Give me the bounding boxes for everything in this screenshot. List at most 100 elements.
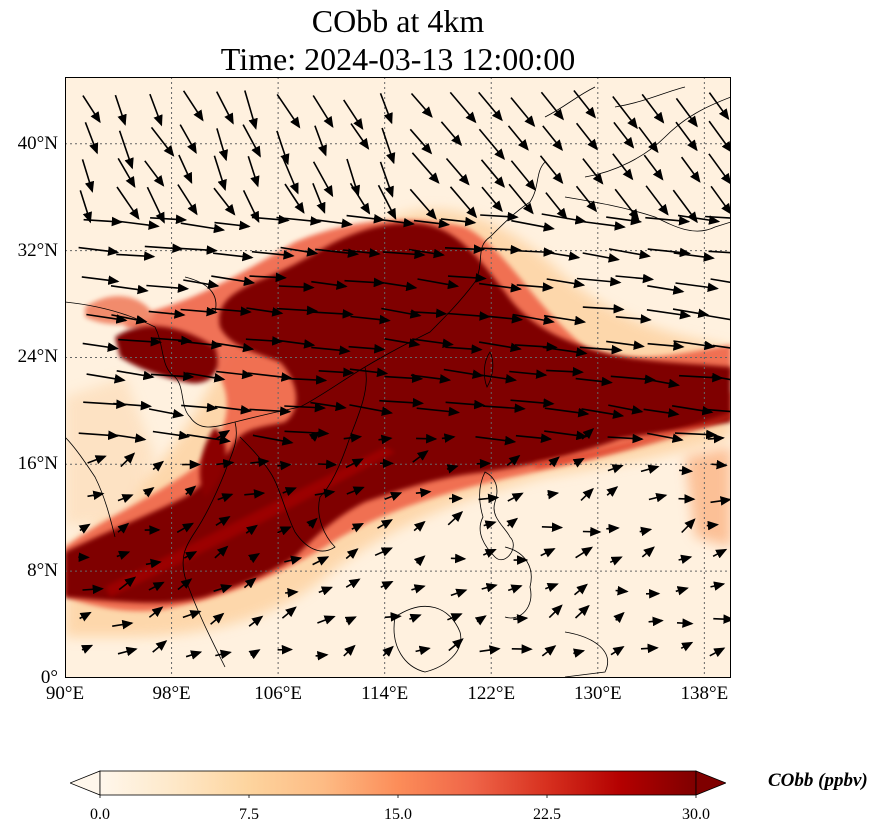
wind-vector	[678, 494, 696, 504]
wind-vector	[118, 576, 137, 591]
wind-vector	[244, 489, 266, 499]
lon-tick-label: 114°E	[361, 683, 409, 704]
wind-vector	[248, 615, 264, 627]
wind-vector	[481, 313, 524, 324]
wind-vector	[640, 464, 660, 474]
wind-vector	[384, 338, 421, 348]
wind-vector	[282, 487, 297, 497]
wind-vector	[379, 161, 394, 198]
wind-vector	[449, 186, 478, 219]
wind-vector	[380, 580, 394, 591]
wind-vector	[447, 613, 463, 623]
wind-vector	[573, 583, 588, 596]
wind-vector	[410, 374, 452, 384]
wind-vector	[648, 616, 664, 627]
wind-vector	[116, 550, 131, 560]
wind-vector	[412, 338, 454, 348]
wind-vector	[706, 408, 731, 413]
wind-vector	[177, 578, 193, 591]
wind-vector	[242, 190, 260, 223]
wind-vector	[215, 342, 255, 353]
wind-vector	[210, 612, 225, 625]
wind-vector	[349, 182, 371, 215]
wind-vector	[671, 405, 714, 416]
wind-vector	[575, 122, 598, 151]
wind-vector	[318, 459, 338, 470]
wind-vector	[177, 184, 198, 216]
wind-vector	[211, 275, 256, 287]
wind-vector	[411, 152, 440, 184]
wind-vector	[673, 340, 716, 351]
wind-vector	[344, 616, 357, 626]
wind-vector	[708, 92, 730, 121]
wind-vector	[82, 584, 104, 595]
wind-vector	[78, 246, 120, 256]
wind-vector	[375, 280, 418, 292]
wind-vector	[116, 251, 156, 261]
wind-vector	[144, 243, 184, 254]
wind-vector	[514, 342, 558, 352]
wind-vector	[482, 548, 497, 558]
wind-vector	[643, 378, 680, 389]
wind-vector	[573, 648, 586, 658]
wind-vector	[445, 344, 483, 354]
wind-vector	[343, 248, 381, 258]
wind-vector	[542, 346, 588, 357]
wind-vector	[480, 159, 506, 188]
wind-vector	[572, 457, 585, 468]
wind-vector	[384, 612, 402, 622]
wind-vector	[647, 341, 685, 351]
wind-vector	[150, 126, 175, 157]
wind-vector	[647, 247, 691, 258]
wind-vector	[148, 408, 185, 419]
wind-vector	[547, 489, 560, 500]
wind-vector	[350, 314, 391, 325]
wind-vector	[182, 90, 204, 122]
wind-vector	[641, 93, 665, 124]
lat-tick-label: 16°N	[17, 453, 58, 475]
wind-vector	[118, 130, 134, 170]
wind-vector	[581, 408, 625, 419]
wind-vector	[445, 399, 486, 410]
wind-vector	[312, 309, 354, 319]
wind-vector	[512, 313, 555, 325]
wind-vector	[112, 619, 134, 630]
wind-vector	[317, 615, 336, 625]
wind-vector	[346, 486, 365, 496]
wind-vector	[382, 249, 426, 260]
wind-vector	[349, 404, 393, 416]
wind-vector	[708, 153, 731, 185]
wind-vector	[581, 220, 626, 231]
wind-vector	[542, 125, 564, 152]
wind-vector	[606, 523, 620, 534]
wind-vector	[281, 606, 297, 619]
wind-vector	[284, 402, 326, 413]
wind-vector	[150, 214, 188, 225]
wind-vector	[87, 490, 105, 501]
wind-vector	[84, 122, 99, 155]
wind-vector	[478, 128, 506, 161]
wind-vector	[279, 339, 316, 349]
colorbar-tick-label: 15.0	[384, 806, 412, 823]
wind-vector	[215, 516, 231, 527]
wind-vector	[315, 650, 329, 661]
wind-vector	[276, 130, 290, 166]
wind-vector	[478, 91, 503, 122]
wind-vector	[481, 244, 522, 255]
wind-vector	[180, 222, 226, 234]
wind-vector	[118, 336, 162, 347]
wind-vector	[614, 188, 640, 221]
wind-vector	[379, 397, 424, 408]
wind-vector	[610, 646, 625, 657]
wind-vector	[242, 124, 261, 158]
wind-vector	[148, 581, 165, 592]
wind-vector	[349, 367, 389, 378]
wind-vector	[444, 244, 485, 254]
lon-tick-label: 98°E	[152, 683, 191, 704]
wind-vector	[247, 372, 293, 382]
wind-vector	[150, 335, 193, 346]
wind-vector	[312, 556, 330, 566]
wind-vector	[544, 407, 590, 418]
wind-vector	[285, 587, 299, 598]
wind-vector	[245, 336, 284, 346]
